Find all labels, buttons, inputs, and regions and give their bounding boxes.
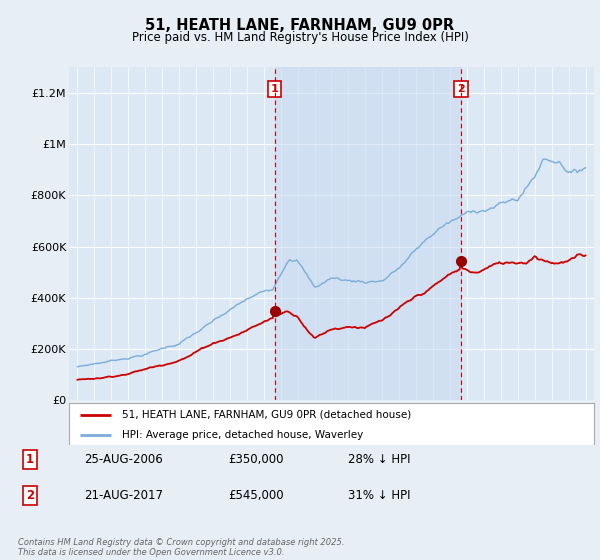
Text: 1: 1 <box>271 84 278 94</box>
Text: HPI: Average price, detached house, Waverley: HPI: Average price, detached house, Wave… <box>121 430 363 440</box>
Text: 1: 1 <box>26 453 34 466</box>
Text: 21-AUG-2017: 21-AUG-2017 <box>84 489 163 502</box>
Text: 2: 2 <box>26 489 34 502</box>
Text: £545,000: £545,000 <box>228 489 284 502</box>
Text: 31% ↓ HPI: 31% ↓ HPI <box>348 489 410 502</box>
Text: £350,000: £350,000 <box>228 453 284 466</box>
Text: 51, HEATH LANE, FARNHAM, GU9 0PR (detached house): 51, HEATH LANE, FARNHAM, GU9 0PR (detach… <box>121 410 411 420</box>
Text: Contains HM Land Registry data © Crown copyright and database right 2025.
This d: Contains HM Land Registry data © Crown c… <box>18 538 344 557</box>
Text: Price paid vs. HM Land Registry's House Price Index (HPI): Price paid vs. HM Land Registry's House … <box>131 31 469 44</box>
Text: 2: 2 <box>457 84 465 94</box>
Text: 28% ↓ HPI: 28% ↓ HPI <box>348 453 410 466</box>
Text: 51, HEATH LANE, FARNHAM, GU9 0PR: 51, HEATH LANE, FARNHAM, GU9 0PR <box>145 18 455 33</box>
Text: 25-AUG-2006: 25-AUG-2006 <box>84 453 163 466</box>
Bar <box>275 67 461 400</box>
